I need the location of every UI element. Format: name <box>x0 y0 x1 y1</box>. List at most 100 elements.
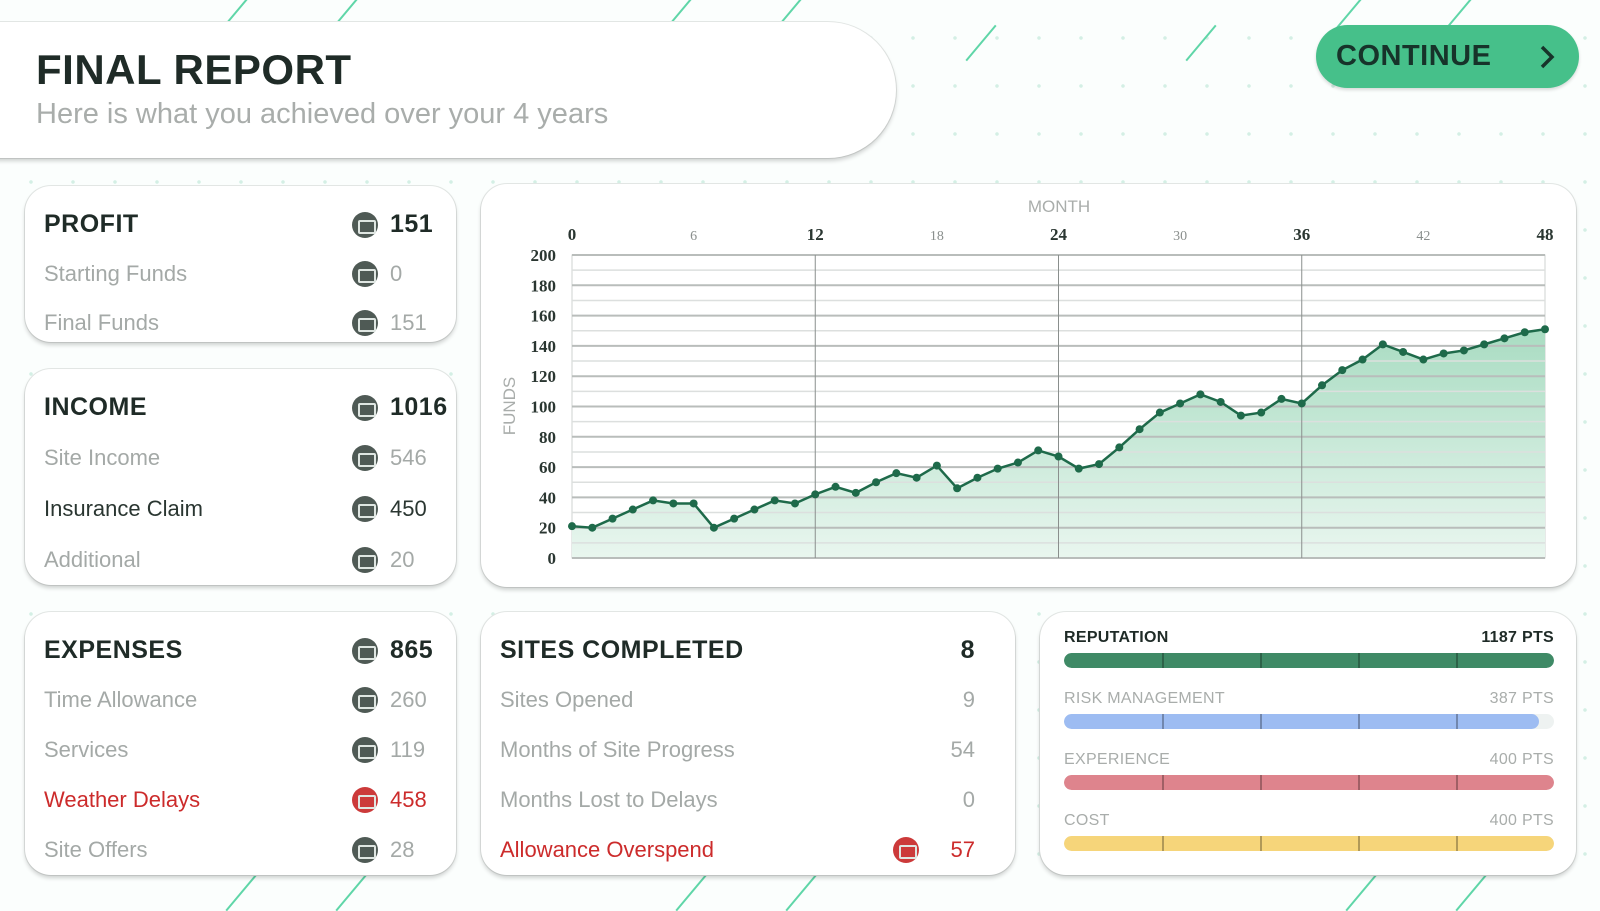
row-label: Months Lost to Delays <box>500 787 718 812</box>
points-bar-fill <box>1064 714 1540 729</box>
data-point <box>1399 347 1408 356</box>
data-point <box>669 499 678 508</box>
income-value: 1016 <box>390 393 448 421</box>
points-value: 1187 PTS <box>1481 629 1554 646</box>
data-point <box>1378 340 1387 349</box>
row-value: 458 <box>390 787 427 812</box>
profit-card: PROFIT 151 Starting Funds 0 Final Funds 151 <box>25 186 456 342</box>
data-point <box>1338 366 1347 375</box>
row-value: 9 <box>962 687 975 712</box>
data-point <box>730 514 739 523</box>
x-tick-label: 12 <box>807 225 824 244</box>
points-label: REPUTATION <box>1064 629 1169 646</box>
row-label: Additional <box>44 546 141 572</box>
coin-icon <box>352 687 378 713</box>
data-point <box>689 499 698 508</box>
data-point <box>750 505 759 514</box>
data-point <box>1054 452 1063 461</box>
bar-divider <box>1456 775 1458 790</box>
points-value: 400 PTS <box>1489 812 1554 829</box>
row-label: Insurance Claim <box>44 495 203 521</box>
coin-icon <box>352 394 378 421</box>
points-row: EXPERIENCE 400 PTS <box>1064 748 1554 772</box>
data-point <box>1358 355 1367 364</box>
bar-divider <box>1358 714 1360 729</box>
x-tick-label: 30 <box>1173 229 1187 244</box>
points-bar <box>1064 714 1554 729</box>
income-row: Insurance Claim 450 <box>44 483 434 534</box>
expenses-label: EXPENSES <box>44 636 183 664</box>
data-point <box>649 496 658 505</box>
row-label: Final Funds <box>44 309 159 335</box>
coin-icon <box>352 260 378 287</box>
points-label: EXPERIENCE <box>1064 751 1171 768</box>
continue-label: CONTINUE <box>1336 40 1492 72</box>
row-value: 57 <box>950 837 975 862</box>
x-tick-label: 48 <box>1537 225 1554 244</box>
data-point <box>953 484 962 493</box>
data-point <box>1480 340 1489 349</box>
coin-icon <box>352 444 378 471</box>
data-point <box>790 499 799 508</box>
income-row: Additional 20 <box>44 534 434 585</box>
data-point <box>973 473 982 482</box>
data-point <box>1074 464 1083 473</box>
sites-value: 8 <box>960 636 975 664</box>
row-label: Allowance Overspend <box>500 837 715 862</box>
y-tick-label: 0 <box>548 549 557 568</box>
bar-divider <box>1456 836 1458 851</box>
sites-header: SITES COMPLETED 8 <box>500 626 975 675</box>
data-point <box>1135 425 1144 434</box>
points-bar <box>1064 836 1554 851</box>
x-axis-label: MONTH <box>1028 197 1090 216</box>
coin-icon <box>352 837 378 863</box>
bar-divider <box>1162 714 1164 729</box>
data-point <box>1257 408 1266 417</box>
data-point <box>770 496 779 505</box>
data-point <box>912 473 921 482</box>
points-label: COST <box>1064 812 1110 829</box>
expense-row: Time Allowance 260 <box>44 675 434 725</box>
coin-icon <box>352 211 378 238</box>
points-value: 400 PTS <box>1489 751 1554 768</box>
data-point <box>588 523 597 532</box>
continue-button[interactable]: CONTINUE <box>1316 25 1579 88</box>
row-label: Time Allowance <box>44 687 198 712</box>
profit-header: PROFIT 151 <box>44 200 434 249</box>
row-label: Site Offers <box>44 837 148 862</box>
points-row: COST 400 PTS <box>1064 809 1554 833</box>
y-tick-label: 40 <box>539 488 556 507</box>
data-point <box>1216 397 1225 406</box>
x-tick-label: 36 <box>1293 225 1310 244</box>
points-value: 387 PTS <box>1489 690 1554 707</box>
data-point <box>872 478 881 487</box>
row-label: Sites Opened <box>500 687 634 712</box>
data-point <box>892 469 901 478</box>
coin-icon <box>352 546 378 573</box>
sites-row: Months of Site Progress 54 <box>500 725 975 775</box>
expense-row: Weather Delays 458 <box>44 775 434 825</box>
coin-icon <box>352 637 378 664</box>
y-tick-label: 200 <box>531 246 557 265</box>
row-value: 0 <box>962 787 975 812</box>
y-tick-label: 160 <box>531 307 557 326</box>
expense-row: Site Offers 28 <box>44 825 434 875</box>
sites-row: Sites Opened 9 <box>500 675 975 725</box>
income-label: INCOME <box>44 393 147 421</box>
sites-row: Months Lost to Delays 0 <box>500 775 975 825</box>
points-bar-fill <box>1064 775 1554 790</box>
coin-icon <box>352 309 378 336</box>
data-point <box>1500 334 1509 343</box>
coin-icon <box>352 737 378 763</box>
income-card: INCOME 1016 Site Income 546 Insurance Clai… <box>25 369 456 585</box>
x-tick-label: 6 <box>690 229 697 244</box>
y-tick-label: 60 <box>539 458 556 477</box>
data-point <box>1155 408 1164 417</box>
data-point <box>932 461 941 470</box>
data-point <box>1318 381 1327 390</box>
data-point <box>568 522 576 531</box>
expenses-value: 865 <box>390 636 434 664</box>
row-value: 0 <box>390 260 403 286</box>
data-point <box>1459 346 1468 355</box>
row-value: 119 <box>390 737 426 762</box>
